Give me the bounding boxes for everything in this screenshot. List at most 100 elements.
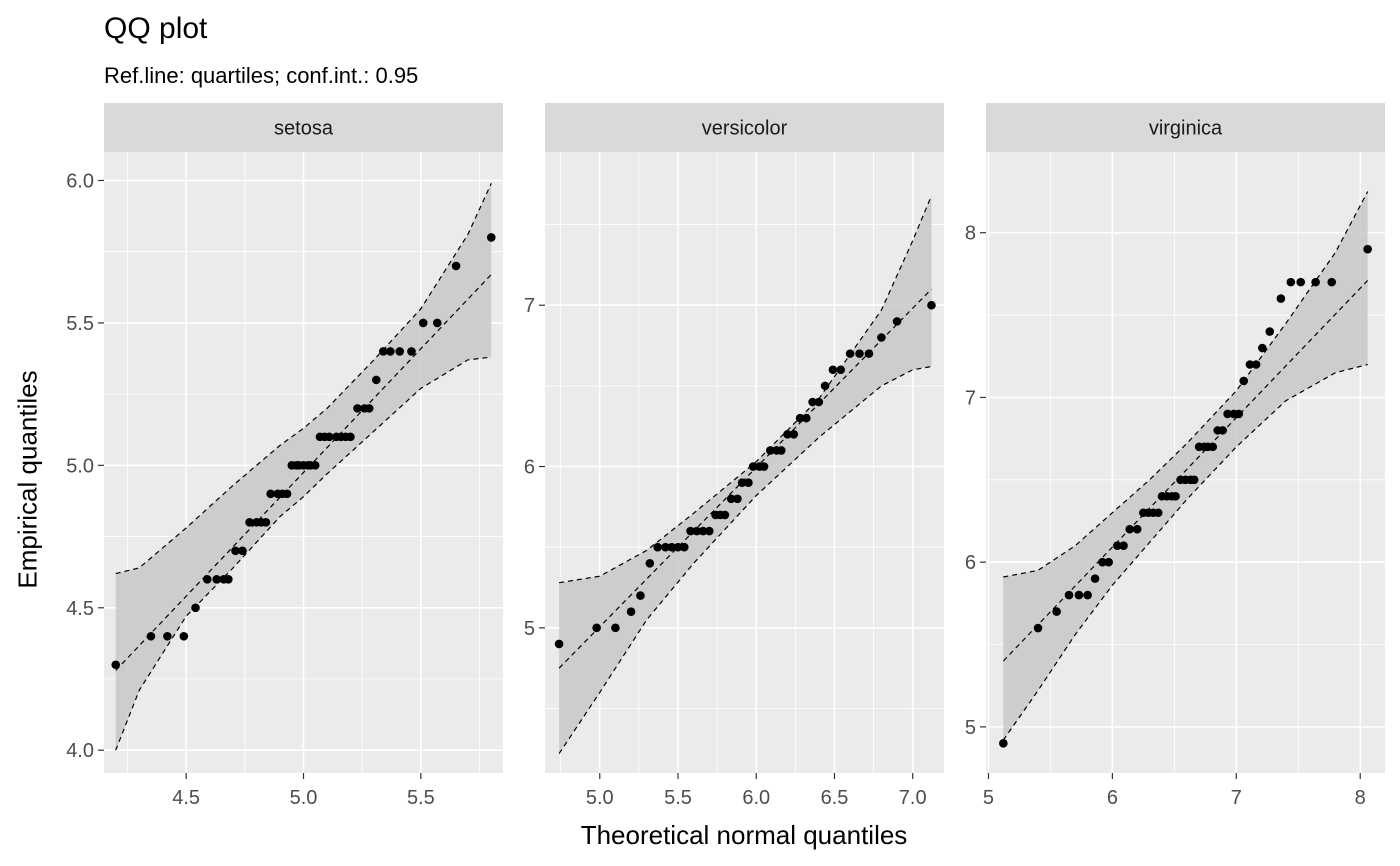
confidence-band bbox=[1003, 191, 1368, 741]
data-point bbox=[1083, 590, 1092, 600]
y-tick-label: 4.0 bbox=[66, 740, 94, 762]
x-axis-label: Theoretical normal quantiles bbox=[580, 820, 908, 850]
confidence-band-upper bbox=[1003, 191, 1369, 578]
facet-strip bbox=[986, 103, 1385, 152]
data-point bbox=[704, 526, 714, 536]
data-point bbox=[1125, 524, 1135, 534]
data-point bbox=[999, 739, 1008, 748]
data-point bbox=[1223, 409, 1232, 419]
data-point bbox=[820, 381, 830, 391]
chart-title: QQ plot bbox=[104, 12, 208, 45]
data-point bbox=[744, 478, 753, 487]
data-point bbox=[783, 429, 792, 439]
data-point bbox=[1119, 541, 1128, 550]
data-point bbox=[645, 559, 655, 568]
data-point bbox=[667, 542, 677, 552]
data-point bbox=[1208, 442, 1218, 452]
data-point bbox=[759, 462, 769, 471]
facet-panel-setosa: setosa 4.5 5.0 5.5 4.0 4.5 5.0 5.5 6.0 bbox=[66, 103, 503, 809]
data-point bbox=[1104, 557, 1113, 567]
data-point bbox=[432, 318, 442, 328]
y-tick-label: 6 bbox=[524, 457, 535, 479]
data-point bbox=[418, 318, 428, 328]
x-tick-label: 6.5 bbox=[821, 787, 849, 809]
data-point bbox=[795, 413, 805, 423]
data-point bbox=[451, 261, 461, 271]
data-point bbox=[1276, 294, 1286, 303]
facet-strip bbox=[104, 103, 503, 152]
data-point bbox=[1311, 277, 1320, 287]
x-tick-label: 5.0 bbox=[586, 787, 614, 809]
confidence-band-lower bbox=[115, 356, 492, 751]
data-point bbox=[855, 349, 864, 358]
data-point bbox=[353, 404, 362, 413]
y-tick-label: 6 bbox=[965, 552, 976, 574]
data-point bbox=[592, 623, 601, 633]
data-point bbox=[1171, 491, 1180, 501]
x-tick-label: 5.5 bbox=[664, 787, 692, 809]
data-point bbox=[1363, 244, 1372, 254]
data-point bbox=[611, 623, 620, 633]
data-point bbox=[653, 542, 662, 552]
facet-strip-label: setosa bbox=[274, 118, 334, 140]
data-point bbox=[845, 349, 855, 358]
x-tick-label: 4.5 bbox=[172, 787, 200, 809]
data-point bbox=[877, 333, 886, 342]
data-point bbox=[238, 546, 247, 556]
data-point bbox=[1098, 557, 1107, 567]
data-point bbox=[261, 518, 271, 527]
data-point bbox=[1189, 475, 1199, 485]
y-tick-label: 7 bbox=[524, 295, 535, 317]
data-point bbox=[661, 542, 670, 552]
data-point bbox=[1265, 327, 1275, 336]
facet-strip-label: virginica bbox=[1149, 118, 1223, 140]
data-point bbox=[1033, 623, 1043, 633]
data-point bbox=[379, 347, 388, 356]
confidence-band-lower bbox=[558, 365, 932, 754]
data-point bbox=[1064, 590, 1074, 600]
data-point bbox=[202, 574, 212, 584]
data-point bbox=[733, 494, 742, 504]
reference-line bbox=[1002, 280, 1369, 662]
data-point bbox=[1218, 426, 1227, 435]
data-point bbox=[1090, 574, 1100, 583]
facet-strip-label: versicolor bbox=[702, 118, 788, 140]
data-point bbox=[231, 546, 240, 556]
data-point bbox=[828, 365, 838, 375]
x-tick-label: 5 bbox=[983, 787, 994, 809]
data-point bbox=[892, 317, 902, 326]
data-point bbox=[814, 397, 824, 407]
data-point bbox=[266, 489, 275, 499]
data-point bbox=[698, 526, 708, 536]
data-point bbox=[224, 574, 233, 584]
x-tick-label: 6.0 bbox=[742, 787, 770, 809]
data-point bbox=[679, 542, 689, 552]
data-point bbox=[1074, 590, 1084, 600]
confidence-band bbox=[559, 195, 932, 754]
data-point bbox=[776, 446, 786, 455]
data-point bbox=[1286, 277, 1296, 287]
x-tick-label: 5.0 bbox=[290, 787, 318, 809]
data-point bbox=[310, 461, 320, 470]
data-point bbox=[1132, 524, 1142, 534]
x-tick-label: 8 bbox=[1355, 787, 1366, 809]
data-point bbox=[111, 660, 121, 670]
data-point bbox=[1113, 541, 1122, 550]
data-point bbox=[626, 607, 636, 617]
confidence-band-upper bbox=[559, 195, 933, 584]
data-point bbox=[692, 526, 702, 536]
y-tick-label: 5 bbox=[524, 618, 535, 640]
data-point bbox=[766, 446, 775, 455]
data-point bbox=[245, 518, 254, 527]
data-point bbox=[212, 574, 221, 584]
data-point bbox=[636, 591, 645, 600]
data-point bbox=[748, 462, 758, 471]
data-point bbox=[836, 365, 846, 375]
data-point bbox=[346, 432, 355, 442]
data-point bbox=[789, 429, 799, 439]
y-tick-label: 7 bbox=[965, 387, 976, 409]
y-tick-label: 6.0 bbox=[66, 170, 94, 192]
data-point bbox=[808, 397, 817, 407]
y-tick-label: 4.5 bbox=[66, 598, 94, 620]
